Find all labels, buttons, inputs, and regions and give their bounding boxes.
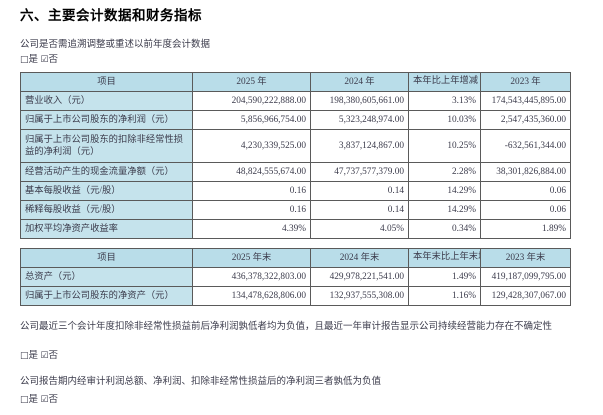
question-three-year-negative-options[interactable]: □是 ☑否 (20, 350, 58, 363)
row-value-2024: 198,380,605,661.00 (310, 91, 409, 111)
row-value-2023: 174,543,445,895.00 (480, 91, 571, 111)
row-item-label: 经营活动产生的现金流量净额（元） (20, 162, 193, 182)
column-header-2023: 2023 年 (480, 72, 571, 92)
row-value-2025: 5,856,966,754.00 (192, 110, 311, 130)
row-value-2025: 204,590,222,888.00 (192, 91, 311, 111)
row-value-change: 10.25% (408, 129, 481, 163)
row-value-2025-end: 134,478,628,806.00 (192, 286, 311, 306)
row-value-2024: 3,837,124,867.00 (310, 129, 409, 163)
row-value-2024-end: 429,978,221,541.00 (310, 267, 409, 287)
option-no-label[interactable]: 否 (48, 395, 58, 405)
row-item-label: 基本每股收益（元/股） (20, 181, 193, 201)
row-value-2023-end: 129,428,307,067.00 (480, 286, 571, 306)
option-no-label[interactable]: 否 (48, 55, 58, 65)
checkbox-unchecked-icon[interactable]: □ (20, 351, 29, 361)
table-row: 稀释每股收益（元/股） 0.16 0.14 14.29% 0.06 (20, 200, 571, 220)
balance-metrics-table: 项目 2025 年末 2024 年末 本年末比上年末增减 2023 年末 总资产… (20, 248, 571, 306)
table-row: 归属于上市公司股东的净利润（元） 5,856,966,754.00 5,323,… (20, 110, 571, 130)
row-value-change: 2.28% (408, 162, 481, 182)
option-yes-label[interactable]: 是 (28, 55, 39, 65)
row-value-2025-end: 436,378,322,803.00 (192, 267, 311, 287)
column-header-item: 项目 (20, 248, 193, 268)
row-value-2024: 5,323,248,974.00 (310, 110, 409, 130)
row-value-2025: 0.16 (192, 181, 311, 201)
question-audited-negative-options[interactable]: □是 ☑否 (20, 394, 58, 407)
table-row: 归属于上市公司股东的净资产（元） 134,478,628,806.00 132,… (20, 286, 571, 306)
row-value-2025: 48,824,555,674.00 (192, 162, 311, 182)
row-value-2024: 0.14 (310, 200, 409, 220)
row-value-2023: 2,547,435,360.00 (480, 110, 571, 130)
page-title: 六、主要会计数据和财务指标 (20, 8, 202, 23)
table-row: 营业收入（元） 204,590,222,888.00 198,380,605,6… (20, 91, 571, 111)
table-header-row: 项目 2025 年 2024 年 本年比上年增减 2023 年 (20, 72, 571, 92)
row-value-2025: 4,230,339,525.00 (192, 129, 311, 163)
row-value-2023: -632,561,344.00 (480, 129, 571, 163)
column-header-change: 本年比上年增减 (408, 72, 481, 92)
option-no-label[interactable]: 否 (48, 351, 58, 361)
option-yes-label[interactable]: 是 (28, 395, 39, 405)
row-item-label: 总资产（元） (20, 267, 193, 287)
row-value-2023: 0.06 (480, 200, 571, 220)
checkbox-unchecked-icon[interactable]: □ (20, 55, 29, 65)
column-header-item: 项目 (20, 72, 193, 92)
question-retro-adjust-text: 公司是否需追溯调整或重述以前年度会计数据 (20, 40, 211, 50)
question-audited-negative-text: 公司报告期内经审计利润总额、净利润、扣除非经常性损益后的净利润三者孰低为负值 (20, 377, 382, 387)
row-value-2024-end: 132,937,555,308.00 (310, 286, 409, 306)
checkbox-checked-icon[interactable]: ☑ (40, 55, 49, 65)
row-value-2023-end: 419,187,099,795.00 (480, 267, 571, 287)
row-value-change: 10.03% (408, 110, 481, 130)
income-metrics-table: 项目 2025 年 2024 年 本年比上年增减 2023 年 营业收入（元） … (20, 72, 571, 239)
row-item-label: 营业收入（元） (20, 91, 193, 111)
row-item-label: 加权平均净资产收益率 (20, 219, 193, 239)
row-item-label: 归属于上市公司股东的净利润（元） (20, 110, 193, 130)
row-value-2024: 47,737,577,379.00 (310, 162, 409, 182)
checkbox-unchecked-icon[interactable]: □ (20, 395, 29, 405)
row-value-change: 14.29% (408, 181, 481, 201)
row-value-change: 0.34% (408, 219, 481, 239)
row-value-2024: 4.05% (310, 219, 409, 239)
row-value-2023: 1.89% (480, 219, 571, 239)
row-value-2024: 0.14 (310, 181, 409, 201)
column-header-2024: 2024 年 (310, 72, 409, 92)
row-item-label: 归属于上市公司股东的扣除非经常性损益的净利润（元） (20, 129, 193, 163)
row-value-change: 1.49% (408, 267, 481, 287)
column-header-2025-end: 2025 年末 (192, 248, 311, 268)
table-row: 归属于上市公司股东的扣除非经常性损益的净利润（元） 4,230,339,525.… (20, 129, 571, 163)
column-header-2025: 2025 年 (192, 72, 311, 92)
table-header-row: 项目 2025 年末 2024 年末 本年末比上年末增减 2023 年末 (20, 248, 571, 268)
row-value-change: 3.13% (408, 91, 481, 111)
question-retro-adjust-options[interactable]: □是 ☑否 (20, 54, 58, 67)
row-value-2025: 0.16 (192, 200, 311, 220)
row-value-2023: 0.06 (480, 181, 571, 201)
table-row: 加权平均净资产收益率 4.39% 4.05% 0.34% 1.89% (20, 219, 571, 239)
row-item-label: 归属于上市公司股东的净资产（元） (20, 286, 193, 306)
question-three-year-negative-text: 公司最近三个会计年度扣除非经常性损益前后净利润孰低者均为负值，且最近一年审计报告… (20, 322, 553, 332)
checkbox-checked-icon[interactable]: ☑ (40, 395, 49, 405)
row-item-label: 稀释每股收益（元/股） (20, 200, 193, 220)
column-header-2023-end: 2023 年末 (480, 248, 571, 268)
row-value-2023: 38,301,826,884.00 (480, 162, 571, 182)
row-value-change: 1.16% (408, 286, 481, 306)
column-header-2024-end: 2024 年末 (310, 248, 409, 268)
option-yes-label[interactable]: 是 (28, 351, 39, 361)
column-header-change: 本年末比上年末增减 (408, 248, 481, 268)
table-row: 基本每股收益（元/股） 0.16 0.14 14.29% 0.06 (20, 181, 571, 201)
table-row: 总资产（元） 436,378,322,803.00 429,978,221,54… (20, 267, 571, 287)
row-value-change: 14.29% (408, 200, 481, 220)
row-value-2025: 4.39% (192, 219, 311, 239)
checkbox-checked-icon[interactable]: ☑ (40, 351, 49, 361)
table-row: 经营活动产生的现金流量净额（元） 48,824,555,674.00 47,73… (20, 162, 571, 182)
